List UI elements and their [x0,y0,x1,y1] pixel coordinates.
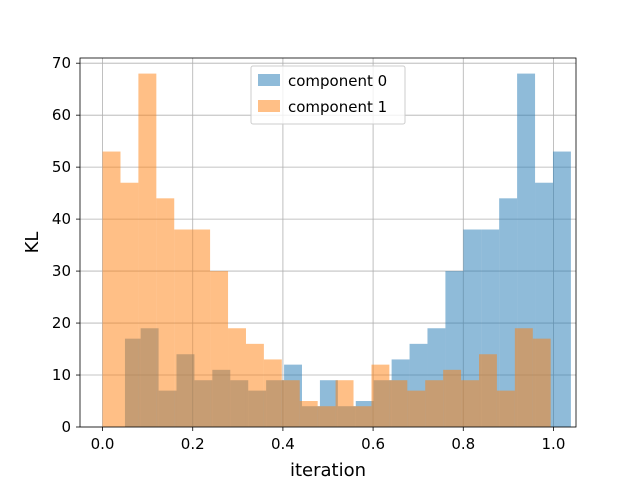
bar-series-1-bin-0 [102,151,121,427]
bar-series-1-bin-18 [425,380,444,427]
legend: component 0 component 1 [250,65,406,125]
legend-box [250,65,406,125]
legend-swatch-component-1 [258,100,280,112]
bar-series-1-bin-4 [174,229,193,427]
bar-series-1-bin-14 [353,406,372,427]
axis-ticks: 0.0 0.2 0.4 0.6 0.8 1.0 0 10 20 30 40 50 60 70 [52,54,565,453]
bar-series-1-bin-22 [496,390,515,427]
bar-series-1-bin-7 [228,328,246,427]
x-tick-label-2: 0.4 [271,435,295,453]
bar-series-1-bin-17 [407,390,426,427]
bar-series-1-bin-12 [317,406,336,427]
x-tick-label-0: 0.0 [91,435,115,453]
legend-label-component-0: component 0 [288,72,387,90]
histogram-bars [102,73,571,427]
bar-series-0-bin-24 [552,151,571,427]
y-tick-label-6: 60 [52,106,71,124]
bar-series-0-bin-21 [499,198,518,427]
bar-series-1-bin-5 [192,229,211,427]
bar-series-1-bin-19 [443,369,462,427]
bar-series-1-bin-8 [245,343,264,427]
x-tick-label-4: 0.8 [451,435,475,453]
legend-swatch-component-0 [258,74,280,86]
bar-series-1-bin-21 [479,354,497,427]
y-tick-label-5: 50 [52,158,71,176]
y-tick-label-3: 30 [52,262,71,280]
bar-series-1-bin-9 [263,359,282,427]
bar-series-1-bin-23 [514,328,533,427]
x-tick-label-1: 0.2 [181,435,205,453]
x-axis-label: iteration [290,460,366,480]
series-1-bars [102,73,551,427]
bar-series-1-bin-1 [120,182,139,427]
bar-series-1-bin-15 [371,364,390,427]
bar-series-1-bin-24 [532,338,551,427]
bar-series-1-bin-2 [138,73,157,427]
y-tick-label-7: 70 [52,54,71,72]
legend-label-component-1: component 1 [288,98,387,116]
bar-series-1-bin-10 [281,380,300,427]
bar-series-1-bin-13 [335,380,354,427]
y-tick-label-2: 20 [52,314,71,332]
bar-series-0-bin-19 [463,229,482,427]
y-axis-label: KL [22,232,43,254]
y-tick-label-0: 0 [61,418,71,436]
bar-series-1-bin-20 [461,380,480,427]
bar-series-1-bin-3 [156,198,175,427]
x-tick-label-3: 0.6 [361,435,385,453]
y-tick-label-4: 40 [52,210,71,228]
bar-series-1-bin-16 [389,380,408,427]
plot-area-frame [79,57,577,428]
bar-series-1-bin-6 [210,271,229,427]
y-tick-label-1: 10 [52,366,71,384]
x-tick-label-5: 1.0 [542,435,566,453]
bar-series-1-bin-11 [299,401,318,427]
